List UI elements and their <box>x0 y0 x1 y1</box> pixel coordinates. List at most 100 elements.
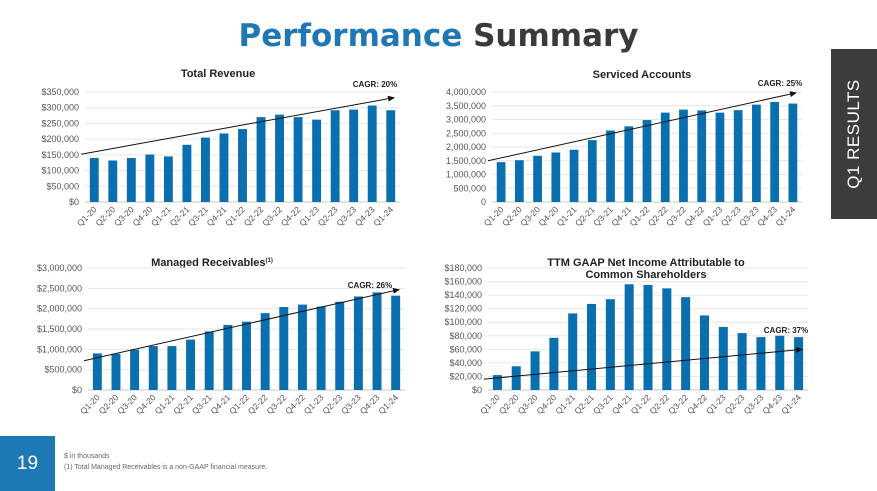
x-tick-label: Q1-24 <box>376 392 400 416</box>
x-tick-label: Q4-22 <box>685 392 709 416</box>
bar <box>568 313 578 390</box>
bar <box>238 129 247 202</box>
cagr-label: CAGR: 25% <box>758 79 802 88</box>
chart-title: TTM GAAP Net Income Attributable to <box>547 257 745 269</box>
x-tick-label: Q4-23 <box>353 204 377 228</box>
bar <box>551 152 561 202</box>
chart-title: Total Revenue <box>181 68 255 80</box>
bar <box>642 120 652 202</box>
y-tick-label: 1,000,000 <box>446 170 486 180</box>
x-tick-label: Q2-23 <box>723 392 747 416</box>
y-tick-label: $0 <box>72 385 82 395</box>
bar <box>662 288 672 390</box>
bar <box>391 295 401 390</box>
bar <box>297 304 307 390</box>
x-tick-label: Q2-23 <box>320 392 344 416</box>
y-tick-label: $3,000,000 <box>37 263 82 273</box>
x-tick-label: Q1-20 <box>75 204 99 228</box>
x-tick-label: Q3-22 <box>666 392 690 416</box>
x-tick-label: Q4-23 <box>358 392 382 416</box>
footnote-units: $ in thousands <box>64 453 110 460</box>
bar <box>186 339 196 390</box>
x-tick-label: Q3-20 <box>112 204 136 228</box>
bar <box>533 155 542 202</box>
x-tick-label: Q2-23 <box>316 204 340 228</box>
y-tick-label: $50,000 <box>46 181 79 191</box>
bar <box>715 112 725 202</box>
cagr-label: CAGR: 37% <box>764 326 808 335</box>
bar <box>111 353 121 390</box>
bar <box>200 137 210 202</box>
x-tick-label: Q2-21 <box>572 392 596 416</box>
bar <box>679 109 688 202</box>
y-tick-label: 1,500,000 <box>446 156 486 166</box>
section-tab-label: Q1 RESULTS <box>844 79 863 189</box>
x-tick-label: Q1-24 <box>774 204 798 228</box>
x-tick-label: Q2-20 <box>497 392 521 416</box>
bar <box>569 149 579 202</box>
y-tick-label: $140,000 <box>444 290 482 300</box>
x-tick-label: Q2-20 <box>97 392 121 416</box>
bar <box>223 324 233 390</box>
y-tick-label: $120,000 <box>444 304 482 314</box>
bar <box>126 158 136 202</box>
bar <box>148 346 158 390</box>
bar <box>163 156 173 202</box>
trend-arrow <box>487 91 797 162</box>
x-tick-label: Q2-22 <box>246 392 270 416</box>
x-tick-label: Q4-21 <box>610 392 634 416</box>
x-tick-label: Q4-23 <box>760 392 784 416</box>
x-tick-label: Q1-24 <box>371 204 395 228</box>
x-tick-label: Q3-23 <box>334 204 358 228</box>
bar <box>182 144 192 202</box>
bar <box>367 105 377 202</box>
y-tick-label: $0 <box>69 197 79 207</box>
chart-title: Common Shareholders <box>585 269 706 281</box>
chart-title: Managed Receivables(1) <box>151 257 273 269</box>
bar <box>606 130 615 202</box>
bar <box>699 315 709 390</box>
y-tick-label: 3,500,000 <box>446 101 486 111</box>
x-tick-label: Q1-22 <box>223 204 247 228</box>
x-tick-label: Q1-24 <box>779 392 803 416</box>
x-tick-label: Q4-20 <box>535 392 559 416</box>
bar <box>788 103 798 202</box>
bar <box>605 299 615 390</box>
bar <box>718 326 728 390</box>
bar <box>737 333 747 390</box>
footnote-non-gaap: (1) Total Managed Receivables is a non-G… <box>64 464 268 471</box>
bar <box>530 351 540 390</box>
bar <box>353 296 363 390</box>
y-tick-label: $350,000 <box>41 87 79 97</box>
y-tick-label: $60,000 <box>449 344 482 354</box>
page-number: 19 <box>16 453 39 474</box>
trend-arrow <box>483 346 803 380</box>
bar <box>660 112 670 202</box>
y-tick-label: 2,500,000 <box>446 128 486 138</box>
page-number-box: 19 <box>0 436 55 491</box>
x-tick-label: Q4-22 <box>283 392 307 416</box>
bar <box>256 117 266 202</box>
bar <box>130 349 140 390</box>
y-tick-label: $20,000 <box>449 371 482 381</box>
x-tick-label: Q3-22 <box>264 392 288 416</box>
x-tick-label: Q3-20 <box>516 392 540 416</box>
x-tick-label: Q2-20 <box>93 204 117 228</box>
bar <box>145 154 155 202</box>
bar <box>335 301 345 390</box>
bar <box>756 337 766 390</box>
bar <box>511 366 521 390</box>
y-tick-label: $2,500,000 <box>37 283 82 293</box>
bar <box>330 110 340 202</box>
bar <box>643 284 653 390</box>
bar <box>770 101 780 202</box>
x-tick-label: Q1-20 <box>78 392 102 416</box>
x-tick-label: Q4-21 <box>205 204 229 228</box>
x-tick-label: Q1-23 <box>302 392 326 416</box>
bar <box>204 331 214 390</box>
x-tick-label: Q3-21 <box>186 204 210 228</box>
bar <box>316 306 326 390</box>
x-tick-label: Q3-21 <box>591 392 615 416</box>
bar <box>108 160 118 202</box>
y-tick-label: $80,000 <box>449 331 482 341</box>
